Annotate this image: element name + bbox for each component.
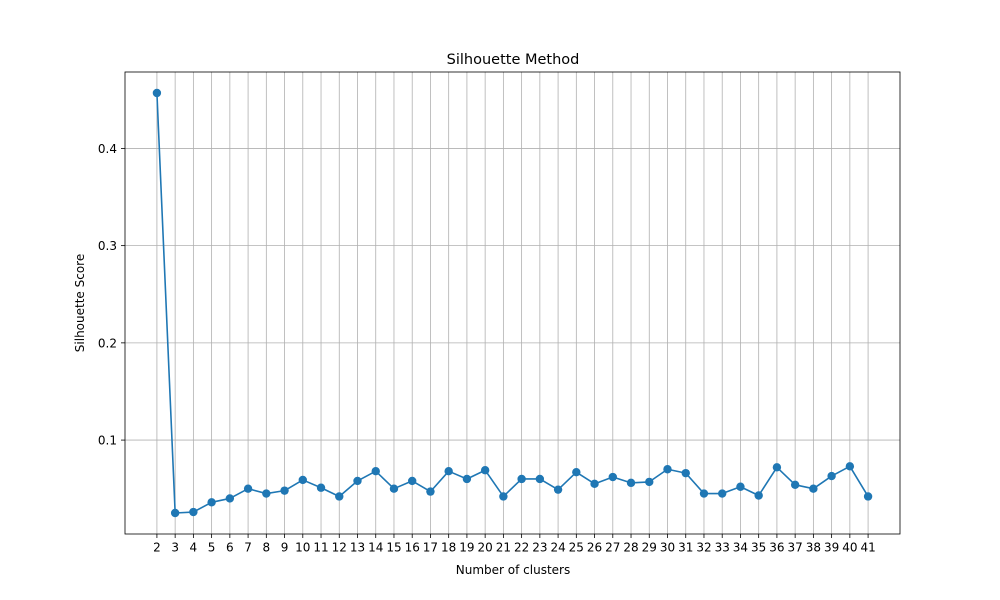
data-point	[480, 466, 490, 475]
data-point	[590, 479, 599, 489]
data-point	[225, 494, 235, 503]
x-tick-label: 9	[281, 541, 289, 555]
data-point	[645, 477, 654, 487]
chart-title: Silhouette Method	[447, 52, 580, 68]
data-point	[335, 492, 344, 501]
x-tick-label: 36	[769, 541, 784, 555]
x-tick-label: 22	[514, 541, 529, 555]
y-tick-label: 0.1	[98, 434, 117, 448]
y-tick-labels: 0.1 0.2 0.3 0.4	[98, 142, 117, 448]
x-axis-label: Number of clusters	[456, 563, 570, 577]
data-point	[280, 486, 289, 495]
x-tick-label: 27	[605, 541, 620, 555]
data-point	[408, 476, 417, 486]
x-tick-label: 38	[806, 541, 821, 555]
x-tick-label: 24	[550, 541, 565, 555]
x-tick-labels: 2 3 4 5 6 7 8 9 10 11 12 13 14 15 16 17 18 19 20 21 22 23 24 25…	[153, 541, 876, 555]
data-point	[207, 498, 216, 507]
x-tick-label: 13	[350, 541, 365, 555]
y-tick-label: 0.3	[98, 239, 117, 253]
data-point	[444, 466, 453, 476]
data-point	[736, 482, 745, 491]
x-tick-label: 5	[208, 541, 216, 555]
data-point	[371, 466, 380, 476]
x-tick-label: 34	[733, 541, 748, 555]
x-tick-label: 3	[171, 541, 179, 555]
x-tick-label: 26	[587, 541, 602, 555]
y-tick-label: 0.2	[98, 336, 117, 350]
data-point	[553, 485, 563, 494]
x-tick-label: 32	[696, 541, 711, 555]
data-point	[663, 465, 672, 474]
x-tick-label: 4	[190, 541, 198, 555]
data-point	[608, 472, 617, 482]
x-tick-label: 6	[226, 541, 234, 555]
x-tick-label: 31	[678, 541, 693, 555]
x-tick-label: 25	[569, 541, 584, 555]
data-point	[718, 489, 727, 498]
data-point	[170, 508, 180, 518]
data-point	[499, 492, 508, 501]
x-tick-label: 35	[751, 541, 766, 555]
data-point	[353, 476, 362, 486]
x-tick-label: 41	[860, 541, 875, 555]
data-point	[462, 474, 472, 484]
data-point	[772, 463, 782, 472]
data-point	[535, 474, 545, 484]
x-tick-label: 10	[295, 541, 310, 555]
x-tick-label: 30	[660, 541, 675, 555]
x-tick-label: 12	[332, 541, 347, 555]
axes	[121, 71, 901, 538]
x-tick-label: 11	[313, 541, 328, 555]
data-point	[189, 507, 198, 517]
x-tick-label: 40	[842, 541, 857, 555]
data-point	[699, 489, 709, 498]
x-tick-label: 33	[715, 541, 730, 555]
x-tick-label: 21	[496, 541, 511, 555]
data-point	[298, 475, 307, 485]
x-tick-label: 39	[824, 541, 839, 555]
series-line	[156, 92, 869, 514]
data-point	[827, 471, 836, 481]
data-point	[754, 491, 763, 500]
x-tick-label: 28	[623, 541, 638, 555]
x-tick-label: 19	[459, 541, 474, 555]
x-tick-label: 7	[244, 541, 252, 555]
data-point	[626, 478, 636, 488]
x-tick-label: 23	[532, 541, 547, 555]
y-axis-label: Silhouette Score	[73, 254, 87, 352]
data-point	[152, 88, 162, 98]
data-point	[681, 468, 690, 478]
data-point	[262, 489, 271, 498]
data-point	[243, 484, 253, 493]
x-tick-label: 29	[642, 541, 657, 555]
x-tick-label: 8	[263, 541, 271, 555]
data-point	[517, 474, 526, 484]
x-tick-label: 16	[405, 541, 420, 555]
x-tick-label: 15	[386, 541, 401, 555]
x-tick-label: 18	[441, 541, 456, 555]
y-tick-label: 0.4	[98, 142, 117, 156]
data-point	[572, 467, 581, 477]
x-tick-label: 14	[368, 541, 383, 555]
x-tick-label: 2	[153, 541, 161, 555]
data-point	[316, 483, 326, 492]
plot-frame	[124, 71, 901, 535]
grid-lines	[125, 72, 900, 534]
x-tick-label: 37	[788, 541, 803, 555]
data-point	[389, 484, 399, 493]
data-point	[790, 480, 800, 490]
data-point	[809, 484, 818, 493]
data-series	[152, 88, 873, 518]
data-point	[426, 487, 435, 496]
data-point	[845, 462, 855, 471]
x-tick-label: 17	[423, 541, 438, 555]
x-tick-label: 20	[478, 541, 493, 555]
data-point	[863, 492, 873, 501]
